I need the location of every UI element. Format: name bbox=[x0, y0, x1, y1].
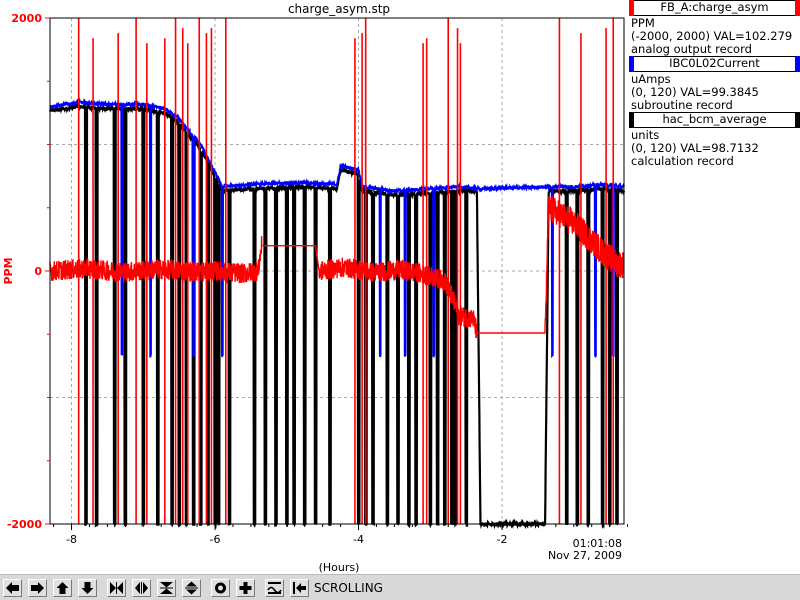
series-units: PPM bbox=[631, 16, 655, 30]
up-arrow-icon bbox=[56, 582, 69, 594]
y-tick-label: 2000 bbox=[11, 12, 42, 25]
center-icon bbox=[215, 582, 226, 594]
toolbar: SCROLLING bbox=[0, 574, 800, 600]
series-name: IBC0L02Current bbox=[669, 56, 760, 70]
toggle-grid-button[interactable] bbox=[265, 579, 284, 597]
axis-layer: -2000 0 2000 -8 -6 -4 -2 bbox=[7, 12, 628, 546]
series-line-ibc0l02current bbox=[49, 97, 625, 359]
down-arrow-icon bbox=[81, 582, 94, 594]
y-tick-label: 0 bbox=[34, 265, 42, 278]
series-color-swatch bbox=[629, 56, 634, 72]
series-name: FB_A:charge_asym bbox=[660, 0, 769, 14]
series-color-swatch bbox=[629, 0, 634, 16]
x-tick-label: -2 bbox=[497, 533, 508, 546]
legend: FB_A:charge_asym PPM (-2000, 2000) VAL=1… bbox=[629, 0, 800, 168]
pan-down-button[interactable] bbox=[78, 579, 97, 597]
date-label: Nov 27, 2009 bbox=[548, 549, 622, 562]
zoom-out-y-icon bbox=[185, 581, 198, 595]
pan-right-button[interactable] bbox=[28, 579, 47, 597]
pan-left-button[interactable] bbox=[3, 579, 22, 597]
time-label: 01:01:08 bbox=[573, 537, 622, 550]
series-range: (-2000, 2000) VAL=102.279 bbox=[631, 29, 793, 43]
zoom-out-y-button[interactable] bbox=[182, 579, 201, 597]
series-record-type: analog output record bbox=[631, 42, 752, 56]
legend-entry-ibc0l02current[interactable]: IBC0L02Current uAmps (0, 120) VAL=99.384… bbox=[629, 56, 800, 112]
series-record-type: subroutine record bbox=[631, 98, 733, 112]
scroll-icon bbox=[293, 582, 306, 594]
x-tick-label: -6 bbox=[210, 533, 221, 546]
legend-entry-hac-bcm-average[interactable]: hac_bcm_average units (0, 120) VAL=98.71… bbox=[629, 112, 800, 168]
chart-title: charge_asym.stp bbox=[288, 2, 390, 16]
series-name: hac_bcm_average bbox=[662, 112, 767, 126]
series-units: uAmps bbox=[631, 72, 671, 86]
x-tick-label: -4 bbox=[353, 533, 364, 546]
legend-header[interactable]: hac_bcm_average bbox=[629, 112, 800, 128]
series-line-hac-bcm-average bbox=[48, 100, 626, 530]
zoom-in-x-button[interactable] bbox=[107, 579, 126, 597]
series-color-swatch bbox=[795, 56, 800, 72]
y-axis-label: PPM bbox=[2, 257, 15, 284]
center-button[interactable] bbox=[211, 579, 230, 597]
y-tick-label: -2000 bbox=[7, 518, 43, 531]
scroll-mode-button[interactable] bbox=[290, 579, 309, 597]
stripchart-plot: charge_asym.stp PPM (Hours) 01:01:08 Nov… bbox=[2, 2, 628, 574]
right-arrow-icon bbox=[31, 582, 44, 594]
left-arrow-icon bbox=[6, 582, 19, 594]
toggle-grid-icon bbox=[267, 582, 282, 594]
crosshair-icon bbox=[239, 582, 252, 594]
zoom-out-x-icon bbox=[135, 582, 148, 594]
crosshair-button[interactable] bbox=[236, 579, 255, 597]
pan-up-button[interactable] bbox=[53, 579, 72, 597]
zoom-in-y-icon bbox=[160, 582, 173, 594]
series-range: (0, 120) VAL=98.7132 bbox=[631, 141, 759, 155]
zoom-in-y-button[interactable] bbox=[157, 579, 176, 597]
x-axis-label: (Hours) bbox=[319, 561, 360, 574]
zoom-in-x-icon bbox=[110, 582, 123, 594]
series-color-swatch bbox=[629, 112, 634, 128]
series-units: units bbox=[631, 128, 660, 142]
mode-status: SCROLLING bbox=[314, 581, 383, 595]
series-range: (0, 120) VAL=99.3845 bbox=[631, 85, 759, 99]
zoom-out-x-button[interactable] bbox=[132, 579, 151, 597]
legend-header[interactable]: IBC0L02Current bbox=[629, 56, 800, 72]
series-line-charge-asym bbox=[49, 196, 625, 339]
series-color-swatch bbox=[795, 112, 800, 128]
series-record-type: calculation record bbox=[631, 154, 734, 168]
x-tick-label: -8 bbox=[66, 533, 77, 546]
legend-header[interactable]: FB_A:charge_asym bbox=[629, 0, 800, 16]
legend-entry-charge-asym[interactable]: FB_A:charge_asym PPM (-2000, 2000) VAL=1… bbox=[629, 0, 800, 56]
data-layer bbox=[48, 18, 626, 530]
series-color-swatch bbox=[795, 0, 800, 16]
